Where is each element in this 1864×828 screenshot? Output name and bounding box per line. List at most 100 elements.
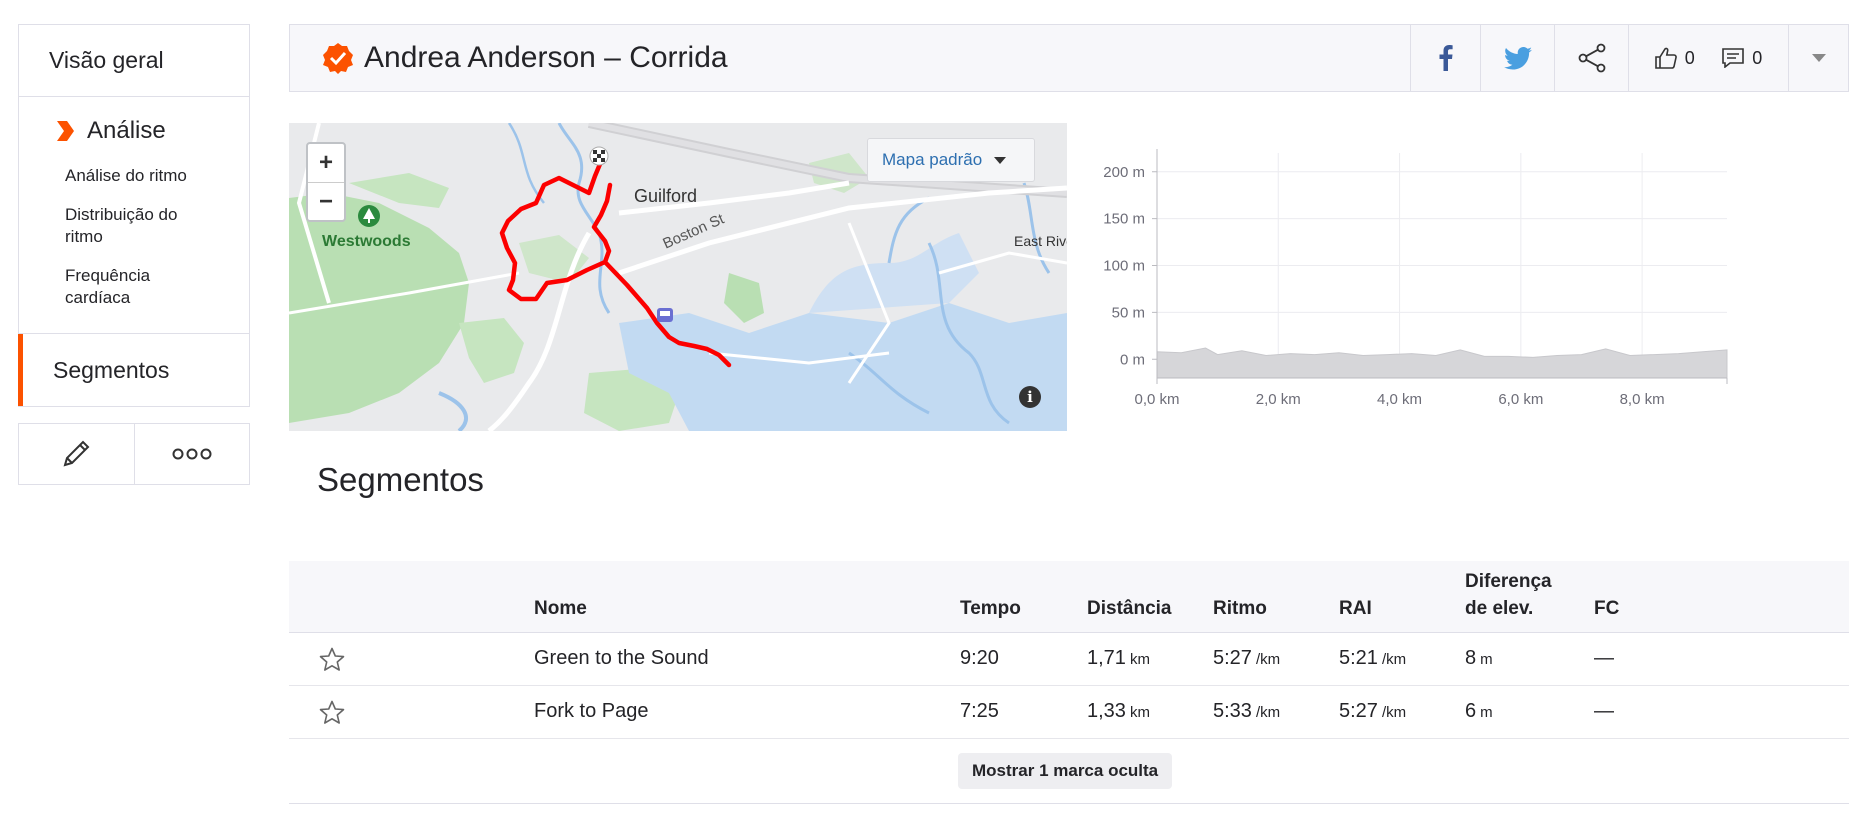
x-tick-label: 6,0 km xyxy=(1498,391,1543,408)
segment-distance-value: 1,71 xyxy=(1087,647,1126,669)
elevation-unit: m xyxy=(1480,704,1493,721)
star-icon[interactable] xyxy=(319,647,345,672)
elevation-unit: m xyxy=(1480,651,1493,668)
table-row[interactable]: Green to the Sound 9:20 1,71 km 5:27/km 5… xyxy=(289,633,1849,686)
share-button[interactable] xyxy=(1554,25,1628,91)
segment-time: 9:20 xyxy=(960,647,999,669)
map-style-label: Mapa padrão xyxy=(882,150,983,169)
sidebar-section-analysis: Análise Análise do ritmo Distribuição do… xyxy=(19,97,249,334)
column-header-elevation-line2: de elev. xyxy=(1465,598,1534,619)
activity-title: Andrea Anderson – Corrida xyxy=(364,41,728,74)
map-label-east-river: East Rive xyxy=(1014,233,1067,249)
header-menu-dropdown[interactable] xyxy=(1788,25,1848,91)
y-tick-label: 0 m xyxy=(1120,351,1145,368)
twitter-icon xyxy=(1503,46,1532,69)
column-header-elevation[interactable]: Diferença de elev. xyxy=(1465,568,1552,622)
y-tick-label: 200 m xyxy=(1103,164,1145,181)
column-header-distance[interactable]: Distância xyxy=(1087,598,1172,619)
activity-header: Andrea Anderson – Corrida xyxy=(289,24,1849,92)
sidebar: Visão geral Análise Análise do ritmo Dis… xyxy=(18,24,250,485)
table-header: Nome Tempo Distância Ritmo RAI Diferença… xyxy=(289,561,1849,633)
segment-gap-value: 5:27 xyxy=(1339,700,1378,722)
sidebar-item-analysis-label: Análise xyxy=(87,117,166,144)
column-header-time[interactable]: Tempo xyxy=(960,598,1021,619)
sidebar-item-overview[interactable]: Visão geral xyxy=(19,25,249,97)
sidebar-item-pace-distribution[interactable]: Distribuição do ritmo xyxy=(65,205,178,246)
column-header-elevation-line1: Diferença xyxy=(1465,571,1552,592)
segment-gap-value: 5:21 xyxy=(1339,647,1378,669)
x-tick-label: 2,0 km xyxy=(1256,391,1301,408)
zoom-in-button[interactable]: + xyxy=(318,149,333,176)
sidebar-item-pace-analysis[interactable]: Análise do ritmo xyxy=(65,166,187,185)
caret-down-icon xyxy=(1811,53,1826,62)
facebook-share-button[interactable] xyxy=(1410,25,1480,91)
segment-hr: — xyxy=(1594,700,1614,722)
star-icon[interactable] xyxy=(319,700,345,725)
distance-unit: km xyxy=(1129,651,1150,668)
segment-pace: 5:27/km xyxy=(1213,647,1280,670)
segment-name-link[interactable]: Fork to Page xyxy=(534,700,649,722)
kudos-button[interactable]: 0 xyxy=(1654,47,1695,69)
y-tick-label: 150 m xyxy=(1103,211,1145,228)
pace-unit: /km xyxy=(1255,704,1281,721)
kudos-count: 0 xyxy=(1684,47,1695,68)
share-icon xyxy=(1578,43,1605,73)
y-tick-label: 50 m xyxy=(1112,304,1145,321)
comment-icon xyxy=(1722,48,1745,68)
gap-unit: /km xyxy=(1381,704,1407,721)
distance-unit: km xyxy=(1129,704,1150,721)
zoom-out-button[interactable]: − xyxy=(308,182,344,220)
route-line xyxy=(499,161,732,368)
zoom-control: + − xyxy=(306,142,346,222)
map-label-guilford: Guilford xyxy=(634,186,698,206)
edit-button[interactable] xyxy=(19,424,134,484)
sidebar-tools xyxy=(18,423,250,485)
sidebar-item-segments[interactable]: Segmentos xyxy=(18,334,249,406)
more-options-button[interactable] xyxy=(133,424,250,484)
map-label-westwoods: Westwoods xyxy=(322,233,411,250)
show-hidden-segments-button[interactable]: Mostrar 1 marca oculta xyxy=(958,753,1173,789)
elevation-area xyxy=(1156,347,1728,379)
kudos-comments-group: 0 0 xyxy=(1628,25,1788,91)
info-icon[interactable]: i xyxy=(1019,386,1041,408)
segment-distance: 1,71 km xyxy=(1087,647,1150,670)
segment-time: 7:25 xyxy=(960,700,999,722)
column-header-gap[interactable]: RAI xyxy=(1339,598,1372,619)
ellipsis-icon xyxy=(172,448,212,460)
route-map[interactable]: + − Mapa padrão Westwoods Guilford Bosto… xyxy=(289,123,1067,431)
chevron-right-icon xyxy=(57,121,74,141)
table-footer: Mostrar 1 marca oculta xyxy=(289,739,1849,804)
map-canvas xyxy=(289,123,1067,431)
caret-down-icon xyxy=(994,156,1007,164)
comments-button[interactable]: 0 xyxy=(1722,48,1762,69)
pencil-icon xyxy=(63,440,90,467)
map-style-dropdown[interactable]: Mapa padrão xyxy=(867,138,1035,182)
pace-unit: /km xyxy=(1255,651,1281,668)
sidebar-item-heart-rate[interactable]: Frequência cardíaca xyxy=(65,266,151,307)
segment-gap: 5:21/km xyxy=(1339,647,1406,670)
facebook-icon xyxy=(1439,45,1453,71)
segment-distance: 1,33 km xyxy=(1087,700,1150,723)
table-row[interactable]: Fork to Page 7:25 1,33 km 5:33/km 5:27/km… xyxy=(289,686,1849,739)
segment-hr: — xyxy=(1594,647,1614,669)
x-tick-label: 4,0 km xyxy=(1377,391,1422,408)
column-header-pace[interactable]: Ritmo xyxy=(1213,598,1267,619)
comments-count: 0 xyxy=(1752,47,1763,68)
segment-elevation-value: 6 xyxy=(1465,700,1477,722)
column-header-hr[interactable]: FC xyxy=(1594,598,1620,619)
x-tick-label: 0,0 km xyxy=(1134,391,1179,408)
segment-pace-value: 5:27 xyxy=(1213,647,1252,669)
segment-distance-value: 1,33 xyxy=(1087,700,1126,722)
y-tick-label: 100 m xyxy=(1103,258,1145,275)
sidebar-menu: Visão geral Análise Análise do ritmo Dis… xyxy=(18,24,250,407)
segments-title: Segmentos xyxy=(317,461,484,498)
verified-badge-icon xyxy=(323,43,353,74)
segment-gap: 5:27/km xyxy=(1339,700,1406,723)
twitter-share-button[interactable] xyxy=(1480,25,1554,91)
segment-elevation-value: 8 xyxy=(1465,647,1477,669)
sidebar-item-analysis[interactable]: Análise xyxy=(19,109,249,153)
column-header-name[interactable]: Nome xyxy=(534,598,587,619)
segment-name-link[interactable]: Green to the Sound xyxy=(534,647,709,669)
